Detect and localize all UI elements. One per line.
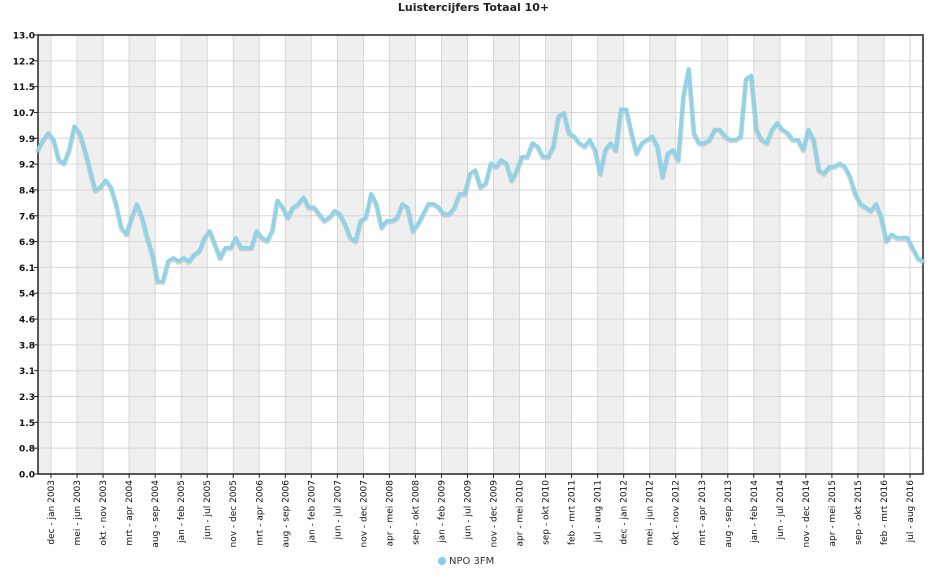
series-line-shadow <box>35 67 926 286</box>
y-tick-label: 2.3 <box>19 393 35 403</box>
y-tick-label: 4.6 <box>19 316 35 326</box>
x-tick-label: feb - mrt 2016 <box>880 480 890 545</box>
plot-band <box>857 35 884 474</box>
x-tick-label: mei - jun 2003 <box>73 480 83 545</box>
plot-band <box>38 35 52 474</box>
x-tick-label: jan - feb 2005 <box>177 480 187 544</box>
x-tick-label: mrt - apr 2004 <box>125 480 135 546</box>
x-tick-label: okt - nov 2003 <box>99 480 109 546</box>
plot-band <box>441 35 468 474</box>
x-tick-label: sep - okt 2010 <box>542 480 552 545</box>
x-tick-label: apr - mei 2008 <box>385 480 395 547</box>
y-tick-label: 3.1 <box>19 367 35 377</box>
x-tick-label: mrt - apr 2006 <box>255 480 265 546</box>
x-tick-label: mrt - apr 2013 <box>698 480 708 546</box>
y-tick-label: 11.5 <box>13 83 35 93</box>
x-tick-label: okt - nov 2012 <box>672 480 682 546</box>
plot-band <box>753 35 780 474</box>
y-tick-label: 6.9 <box>19 238 35 248</box>
x-tick-label: aug - sep 2006 <box>281 480 291 548</box>
x-tick-label: jul - aug 2011 <box>594 480 604 543</box>
x-tick-label: feb - mrt 2011 <box>568 480 578 545</box>
x-tick-label: aug - sep 2013 <box>724 480 734 548</box>
x-tick-label: jan - feb 2014 <box>750 480 760 544</box>
y-tick-label: 12.2 <box>13 57 35 67</box>
y-tick-label: 6.1 <box>19 264 35 274</box>
x-tick-label: mei - jun 2012 <box>646 480 656 545</box>
x-tick-label: jun - jul 2014 <box>776 480 786 541</box>
plot-band <box>337 35 364 474</box>
y-tick-label: 0.0 <box>19 471 35 481</box>
chart-title: Luistercijfers Totaal 10+ <box>397 1 550 14</box>
plot-band <box>545 35 572 474</box>
x-tick-label: jan - feb 2007 <box>307 480 317 544</box>
x-tick-label: aug - sep 2004 <box>151 480 161 548</box>
y-tick-label: 0.8 <box>19 445 35 455</box>
y-tick-label: 9.9 <box>19 135 35 145</box>
y-tick-label: 1.5 <box>19 419 35 429</box>
plot-band <box>389 35 416 474</box>
legend-marker-npo-3fm <box>438 557 446 565</box>
x-tick-label: nov - dec 2009 <box>490 480 500 548</box>
y-tick-label: 5.4 <box>19 290 35 300</box>
x-tick-label: sep - okt 2008 <box>411 480 421 545</box>
plot-band <box>77 35 104 474</box>
x-tick-label: nov - dec 2007 <box>359 480 369 547</box>
x-tick-label: jun - jul 2009 <box>463 480 473 541</box>
plot-band <box>649 35 676 474</box>
y-tick-label: 8.4 <box>19 186 35 196</box>
legend[interactable]: NPO 3FM <box>438 554 494 568</box>
y-tick-label: 13.0 <box>13 32 35 42</box>
series-line <box>36 67 925 284</box>
x-tick-label: apr - mei 2015 <box>828 480 838 546</box>
x-tick-label: jul - aug 2016 <box>906 480 916 544</box>
x-tick-label: sep - okt 2015 <box>854 480 864 545</box>
y-tick-label: 3.8 <box>19 341 35 351</box>
y-tick-label: 9.2 <box>19 161 35 171</box>
x-tick-label: dec - jan 2003 <box>47 480 57 545</box>
x-tick-label: dec - jan 2012 <box>620 480 630 545</box>
x-tick-label: apr - mei 2010 <box>516 480 526 547</box>
plot-band <box>701 35 728 474</box>
x-tick-label: nov - dec 2005 <box>229 480 239 547</box>
plot-border <box>37 34 924 475</box>
x-tick-label: jun - jul 2005 <box>203 480 213 540</box>
plot-band <box>493 35 520 474</box>
x-tick-label: nov - dec 2014 <box>802 480 812 548</box>
x-tick-label: jan - feb 2009 <box>437 480 447 544</box>
plot-band <box>233 35 260 474</box>
y-tick-label: 7.6 <box>19 212 35 222</box>
plot-band <box>285 35 312 474</box>
plot-band <box>805 35 832 474</box>
x-tick-label: jun - jul 2007 <box>333 480 343 540</box>
y-tick-label: 10.7 <box>13 109 35 119</box>
legend-label-npo-3fm: NPO 3FM <box>449 555 495 567</box>
plot-band <box>597 35 624 474</box>
